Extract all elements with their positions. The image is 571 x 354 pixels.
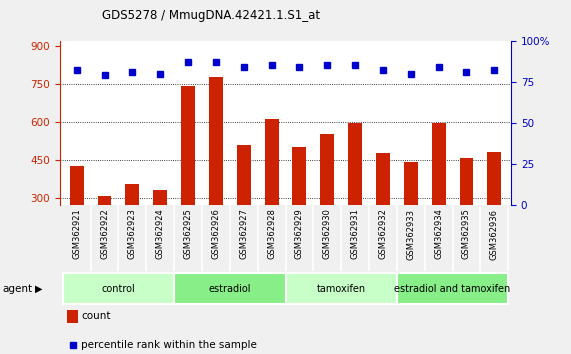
Text: GSM362932: GSM362932 bbox=[379, 209, 388, 259]
Bar bbox=[348, 123, 362, 274]
Bar bbox=[98, 196, 111, 274]
Bar bbox=[320, 135, 334, 274]
Text: GSM362931: GSM362931 bbox=[351, 209, 360, 259]
Text: GSM362936: GSM362936 bbox=[490, 209, 499, 259]
Text: percentile rank within the sample: percentile rank within the sample bbox=[81, 340, 257, 350]
Text: GSM362923: GSM362923 bbox=[128, 209, 137, 259]
Bar bbox=[264, 119, 279, 274]
Text: GSM362930: GSM362930 bbox=[323, 209, 332, 259]
Bar bbox=[153, 190, 167, 274]
Bar bbox=[70, 166, 83, 274]
Bar bbox=[488, 152, 501, 274]
Text: GSM362922: GSM362922 bbox=[100, 209, 109, 259]
Text: GSM362935: GSM362935 bbox=[462, 209, 471, 259]
Bar bbox=[292, 147, 307, 274]
Bar bbox=[126, 184, 139, 274]
Bar bbox=[376, 153, 390, 274]
Text: GSM362921: GSM362921 bbox=[72, 209, 81, 259]
Bar bbox=[174, 273, 286, 304]
Text: GSM362926: GSM362926 bbox=[211, 209, 220, 259]
Text: GSM362929: GSM362929 bbox=[295, 209, 304, 259]
Bar bbox=[432, 123, 445, 274]
Text: GSM362933: GSM362933 bbox=[407, 209, 415, 259]
Text: ▶: ▶ bbox=[34, 284, 42, 293]
Bar bbox=[460, 159, 473, 274]
Bar bbox=[209, 78, 223, 274]
Text: tamoxifen: tamoxifen bbox=[317, 284, 366, 293]
Bar bbox=[181, 86, 195, 274]
Text: GSM362928: GSM362928 bbox=[267, 209, 276, 259]
Text: GSM362925: GSM362925 bbox=[183, 209, 192, 259]
Text: estradiol: estradiol bbox=[208, 284, 251, 293]
Text: estradiol and tamoxifen: estradiol and tamoxifen bbox=[395, 284, 510, 293]
Text: GDS5278 / MmugDNA.42421.1.S1_at: GDS5278 / MmugDNA.42421.1.S1_at bbox=[102, 9, 320, 22]
Bar bbox=[63, 273, 174, 304]
Bar bbox=[286, 273, 397, 304]
Bar bbox=[67, 309, 78, 323]
Text: agent: agent bbox=[3, 284, 33, 293]
Text: control: control bbox=[102, 284, 135, 293]
Text: GSM362924: GSM362924 bbox=[156, 209, 164, 259]
Text: count: count bbox=[81, 311, 111, 321]
Bar bbox=[237, 144, 251, 274]
Bar bbox=[397, 273, 508, 304]
Text: GSM362927: GSM362927 bbox=[239, 209, 248, 259]
Text: GSM362934: GSM362934 bbox=[434, 209, 443, 259]
Bar bbox=[404, 162, 418, 274]
